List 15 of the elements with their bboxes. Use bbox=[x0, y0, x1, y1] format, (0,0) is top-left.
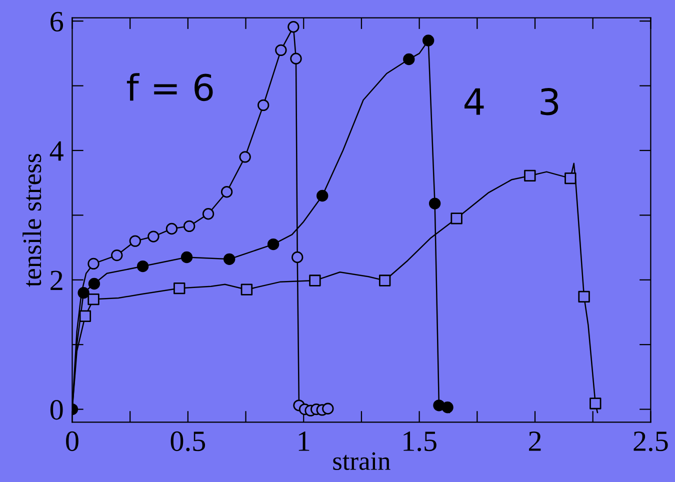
y-tick-label: 2 bbox=[50, 270, 62, 290]
x-tick-label: 1 bbox=[298, 432, 310, 451]
annotation: f = 6 bbox=[126, 73, 213, 102]
x-tick-label: 0 bbox=[66, 431, 78, 452]
annotation: 4 bbox=[464, 88, 484, 115]
x-tick-label: 2 bbox=[528, 431, 541, 451]
x-tick-label: 2.5 bbox=[634, 431, 668, 452]
x-axis-title: strain bbox=[333, 452, 390, 470]
x-tick-label: 0.5 bbox=[170, 431, 206, 452]
y-tick-label: 6 bbox=[50, 12, 64, 32]
y-axis-title: tensile stress bbox=[22, 154, 42, 287]
y-tick-label: 0 bbox=[50, 400, 63, 420]
y-tick-label: 4 bbox=[50, 141, 64, 161]
x-tick-label: 1.5 bbox=[404, 432, 436, 452]
annotation: 3 bbox=[540, 88, 558, 116]
